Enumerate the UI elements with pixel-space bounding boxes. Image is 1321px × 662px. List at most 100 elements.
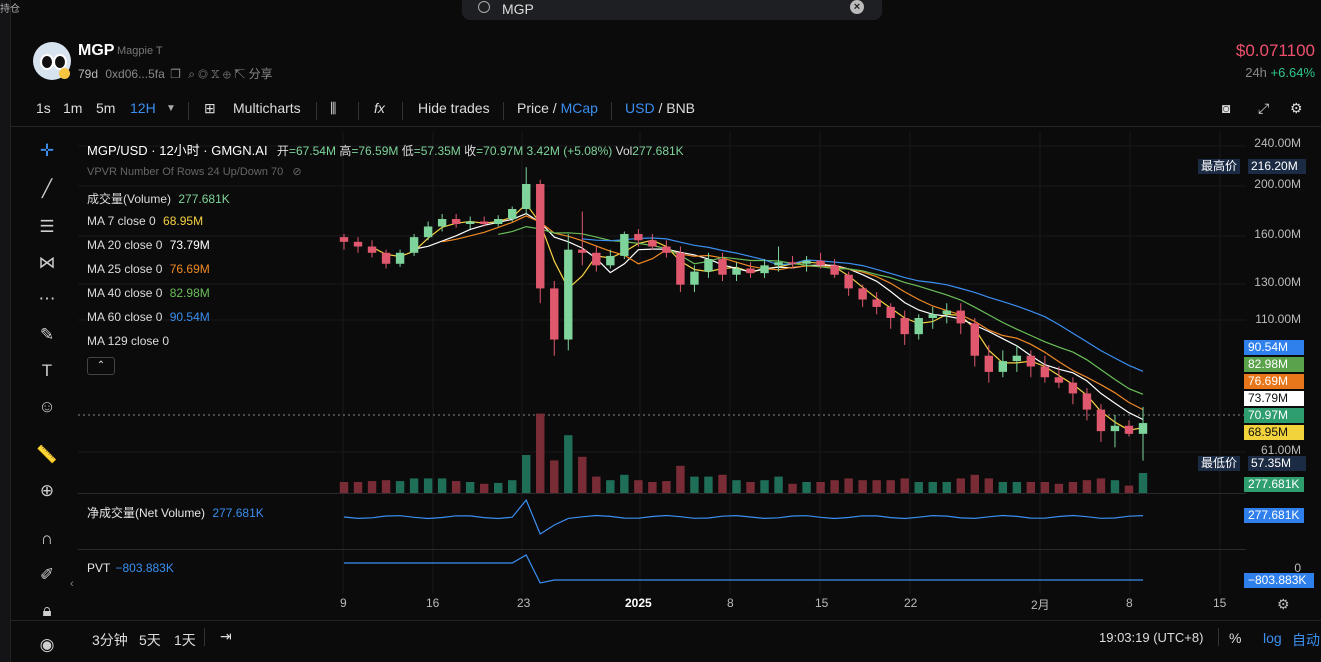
- volume-bar: [900, 478, 909, 493]
- toolbar-divider: [10, 126, 1321, 127]
- ma-value: 82.98M: [169, 286, 210, 300]
- ma-value: 76.69M: [169, 262, 210, 276]
- range-3m[interactable]: 3分钟: [92, 632, 128, 648]
- usd-label[interactable]: USD: [625, 100, 655, 116]
- percent-toggle[interactable]: %: [1229, 630, 1242, 646]
- date-range-icon[interactable]: ⇥: [220, 628, 232, 644]
- copy-icon[interactable]: ❐: [170, 67, 181, 81]
- interval-5m[interactable]: 5m: [96, 100, 116, 116]
- candle-body: [1110, 425, 1120, 432]
- horizontal-lines-icon[interactable]: ☰: [39, 217, 55, 236]
- collapse-toolbar-icon[interactable]: ‹: [70, 578, 74, 590]
- net-volume-tag: 277.681K: [1244, 508, 1304, 523]
- ma-row: MA 129 close 0: [87, 334, 169, 348]
- volume-bar: [367, 481, 377, 493]
- currency-toggle[interactable]: USD / BNB: [625, 100, 696, 116]
- indicators-icon[interactable]: fx: [374, 100, 385, 116]
- mcap-label[interactable]: MCap: [560, 100, 598, 116]
- volume-bar: [423, 478, 433, 493]
- fib-icon[interactable]: ⋯: [38, 289, 56, 308]
- pane-divider[interactable]: [78, 549, 1246, 550]
- pvt-legend: PVT −803.883K: [87, 561, 174, 575]
- fullscreen-icon[interactable]: ⤢: [1258, 100, 1270, 116]
- time-axis[interactable]: 9 16 23 2025 8 15 22 2月 8 15: [78, 594, 1246, 614]
- pane-divider[interactable]: [78, 493, 1246, 494]
- candle-body: [1138, 423, 1148, 434]
- multicharts-button[interactable]: Multicharts: [233, 100, 301, 116]
- legend-title-row: MGP/USD · 12小时 · GMGN.AI 开=67.54M 高=76.5…: [87, 140, 684, 159]
- trendline-icon[interactable]: ╱: [41, 179, 53, 198]
- interval-dropdown-icon[interactable]: ▼: [166, 103, 176, 114]
- candle-body: [998, 361, 1008, 372]
- clear-search-icon[interactable]: ×: [850, 0, 864, 14]
- interval-12h[interactable]: 12H: [130, 100, 156, 116]
- ruler-icon[interactable]: 📏: [36, 445, 58, 464]
- price-axis[interactable]: 240.00M 200.00M 160.00M 130.00M 110.00M …: [1246, 132, 1321, 594]
- log-toggle[interactable]: log: [1263, 630, 1282, 646]
- candle-type-icon[interactable]: ⫼: [330, 100, 337, 116]
- divider: [611, 102, 612, 120]
- volume-bar: [956, 478, 965, 493]
- hide-eye-icon[interactable]: ⊘: [292, 166, 302, 178]
- y-tick: 160.00M: [1254, 227, 1301, 241]
- add-icon[interactable]: ⊞: [204, 100, 216, 116]
- text-icon[interactable]: T: [41, 361, 53, 380]
- screenshot-icon[interactable]: ◙: [1222, 100, 1231, 116]
- candle-body: [746, 268, 755, 274]
- token-address[interactable]: 0xd06...5fa: [105, 67, 165, 81]
- magnet-icon[interactable]: ∩: [40, 529, 54, 548]
- candle-body: [592, 252, 601, 266]
- volume-bar: [395, 481, 405, 493]
- range-5d[interactable]: 5天: [139, 632, 161, 648]
- brush-icon[interactable]: ✎: [39, 325, 55, 344]
- close-value: =70.97M: [476, 144, 524, 158]
- lock-drawing-icon[interactable]: ✐: [39, 565, 55, 584]
- pvt-zero-tick: 0: [1294, 561, 1301, 575]
- ma-row: MA 25 close 0 76.69M: [87, 262, 210, 276]
- price-label[interactable]: Price: [517, 100, 549, 116]
- search-bar[interactable]: MGP ×: [462, 0, 882, 20]
- search-small-icon[interactable]: ⌕: [188, 67, 195, 81]
- collapse-legend-button[interactable]: ⌃: [87, 357, 115, 375]
- divider: [1218, 628, 1219, 646]
- volume-bar: [970, 474, 979, 493]
- auto-toggle[interactable]: 自动: [1292, 632, 1320, 648]
- lock-icon[interactable]: 🔒︎: [42, 601, 52, 620]
- emoji-icon[interactable]: ☺: [38, 397, 56, 416]
- candle-body: [872, 299, 881, 307]
- volume-bar: [690, 476, 699, 493]
- token-symbol: MGP: [78, 42, 115, 59]
- axis-settings-icon[interactable]: ⚙: [1277, 596, 1290, 612]
- share-label[interactable]: 分享: [248, 67, 273, 81]
- people-icon[interactable]: ◎: [198, 67, 208, 81]
- high-price-label: 最高价: [1198, 159, 1241, 174]
- change-value: +6.64%: [1270, 65, 1315, 80]
- search-input[interactable]: MGP: [502, 1, 534, 17]
- candle-body: [578, 249, 587, 253]
- eye-icon[interactable]: ◉: [39, 635, 55, 654]
- interval-1s[interactable]: 1s: [36, 100, 51, 116]
- interval-1m[interactable]: 1m: [63, 100, 83, 116]
- candle-body: [732, 268, 741, 275]
- price-toggle[interactable]: Price / MCap: [517, 100, 598, 116]
- x-icon[interactable]: 𝕏: [211, 67, 220, 81]
- pattern-icon[interactable]: ⋈: [38, 253, 56, 272]
- x-tick: 16: [426, 596, 440, 610]
- candle-body: [886, 306, 895, 318]
- candle-body: [914, 318, 923, 335]
- crosshair-icon[interactable]: ✛: [39, 141, 55, 160]
- zoom-icon[interactable]: ⊕: [39, 481, 55, 500]
- high-label: 高: [339, 144, 352, 158]
- settings-icon[interactable]: ⚙: [1290, 100, 1303, 116]
- share-icon[interactable]: ⇱: [234, 67, 246, 81]
- candle-body: [1054, 377, 1064, 383]
- globe-icon[interactable]: ⊕: [223, 67, 231, 81]
- range-1d[interactable]: 1天: [174, 632, 196, 648]
- volume-bar: [872, 480, 881, 493]
- volume-bar: [928, 482, 937, 493]
- hide-trades-button[interactable]: Hide trades: [418, 100, 490, 116]
- volume-bar: [732, 480, 741, 493]
- bnb-label[interactable]: BNB: [666, 100, 696, 116]
- search-icon: [478, 1, 490, 13]
